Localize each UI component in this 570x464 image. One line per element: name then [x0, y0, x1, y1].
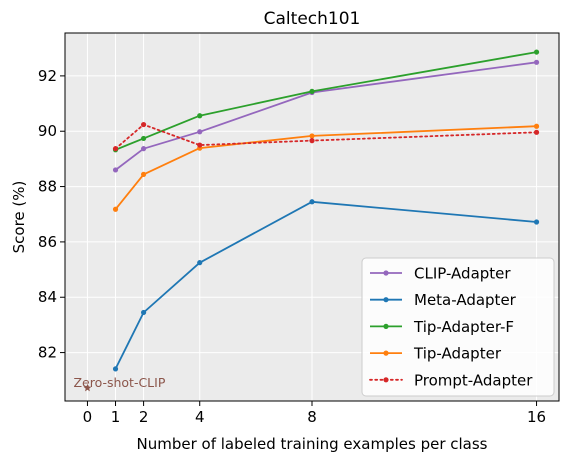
- series-prompt-adapter: [112, 121, 540, 152]
- point-meta-adapter: [140, 309, 147, 316]
- ticks-group: 0 1 2 4 8 16 82 84 86 88 90 92: [38, 67, 546, 426]
- point-tip-adapter: [112, 206, 119, 212]
- y-tick-label: 92: [38, 67, 57, 85]
- point-prompt-adapter: [309, 138, 315, 144]
- point-meta-adapter: [197, 260, 203, 266]
- x-tick-label: 1: [111, 408, 121, 426]
- legend-label-meta-adapter: Meta-Adapter: [414, 291, 517, 309]
- point-prompt-adapter: [533, 129, 540, 135]
- legend-marker-meta-adapter: [383, 297, 389, 303]
- point-prompt-adapter: [112, 146, 119, 152]
- x-axis-label: Number of labeled training examples per …: [137, 435, 488, 453]
- point-clip-adapter: [140, 146, 147, 152]
- series-group: [112, 49, 540, 372]
- point-tip-adapter: [309, 133, 315, 139]
- legend-marker-tip-adapter-f: [383, 323, 389, 329]
- x-tick-label: 8: [307, 408, 317, 426]
- point-meta-adapter: [533, 219, 540, 225]
- y-axis-label: Score (%): [10, 181, 28, 254]
- chart-title: Caltech101: [264, 9, 361, 29]
- series-meta-adapter: [112, 199, 540, 372]
- x-tick-label: 2: [139, 408, 149, 426]
- x-tick-label: 0: [83, 408, 93, 426]
- legend-marker-clip-adapter: [383, 270, 389, 276]
- legend: CLIP-Adapter Meta-Adapter Tip-Adapter-F Tip…: [361, 257, 555, 397]
- legend-label-tip-adapter-f: Tip-Adapter-F: [413, 318, 514, 336]
- y-tick-label: 84: [38, 288, 57, 306]
- point-clip-adapter: [533, 59, 540, 65]
- series-tip-adapter-f: [112, 49, 540, 153]
- y-tick-label: 86: [38, 233, 57, 251]
- grid: [65, 33, 559, 401]
- y-tick-label: 90: [38, 122, 57, 140]
- point-tip-adapter-f: [197, 113, 203, 119]
- point-tip-adapter-f: [309, 88, 315, 94]
- point-clip-adapter: [112, 167, 119, 173]
- legend-label-prompt-adapter: Prompt-Adapter: [414, 371, 533, 389]
- point-clip-adapter: [197, 129, 203, 135]
- legend-marker-tip-adapter: [383, 350, 389, 356]
- legend-marker-prompt-adapter: [383, 377, 389, 383]
- point-prompt-adapter: [140, 121, 147, 128]
- zero-shot-clip-label: Zero-shot-CLIP: [73, 375, 165, 390]
- series-tip-adapter: [112, 123, 540, 212]
- x-tick-label: 16: [527, 408, 546, 426]
- annotation-group: Zero-shot-CLIP: [73, 375, 166, 392]
- y-tick-label: 82: [38, 344, 57, 362]
- point-tip-adapter: [533, 123, 540, 129]
- point-tip-adapter-f: [533, 49, 540, 55]
- legend-label-clip-adapter: CLIP-Adapter: [414, 265, 511, 283]
- point-tip-adapter-f: [140, 135, 147, 142]
- point-prompt-adapter: [197, 142, 203, 148]
- point-meta-adapter: [112, 366, 119, 372]
- point-tip-adapter: [140, 171, 147, 177]
- x-tick-label: 4: [195, 408, 205, 426]
- y-tick-label: 88: [38, 178, 57, 196]
- legend-label-tip-adapter: Tip-Adapter: [413, 345, 502, 363]
- point-meta-adapter: [309, 199, 315, 205]
- zero-shot-clip-marker: [83, 383, 92, 392]
- legend-box: [361, 257, 555, 397]
